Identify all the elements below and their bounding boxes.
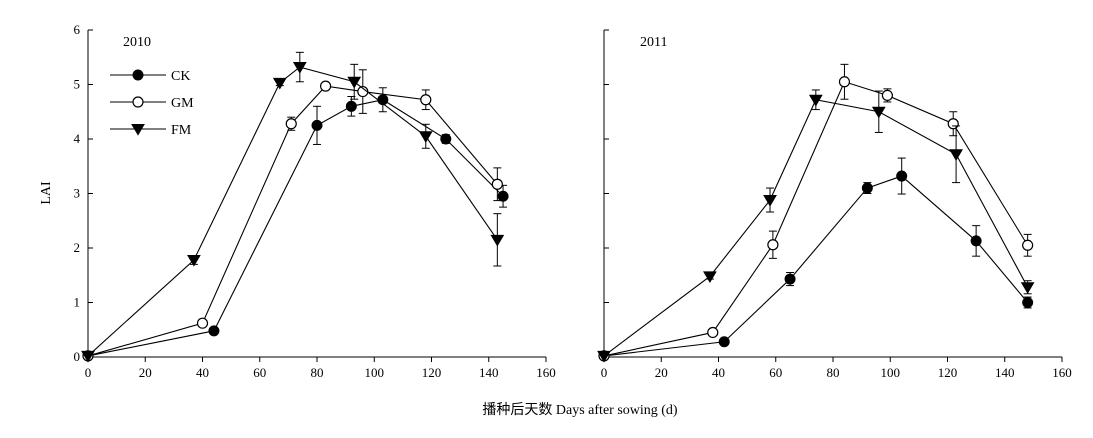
x-tick-label: 40	[196, 365, 209, 380]
x-tick-label: 20	[655, 365, 668, 380]
data-point	[196, 317, 209, 329]
data-point	[703, 271, 717, 284]
data-point	[861, 182, 873, 194]
data-point	[418, 131, 433, 143]
x-tick-label: 40	[712, 365, 725, 380]
x-tick-label: 80	[827, 365, 840, 380]
data-point	[949, 149, 963, 161]
data-point	[285, 118, 297, 130]
x-tick-label: 100	[365, 365, 385, 380]
legend: CK GM FM	[110, 69, 194, 138]
data-point	[311, 119, 323, 131]
data-point	[881, 89, 893, 102]
x-tick-label: 140	[479, 365, 499, 380]
y-tick-label: 2	[74, 240, 81, 255]
data-point	[1022, 297, 1034, 308]
y-tick-label: 1	[74, 295, 81, 310]
data-point	[871, 106, 886, 119]
x-tick-label: 0	[85, 365, 92, 380]
y-tick-label: 3	[74, 186, 81, 201]
y-axis-label: LAI	[39, 181, 54, 205]
data-point	[808, 94, 823, 107]
data-point	[347, 76, 362, 89]
data-point	[1020, 282, 1035, 294]
data-point	[896, 170, 908, 182]
series-fm	[81, 51, 505, 363]
legend-marker	[131, 124, 145, 136]
series-fm	[597, 89, 1035, 363]
series-line	[87, 66, 498, 357]
x-tick-label: 160	[536, 365, 556, 380]
x-tick-label: 20	[139, 365, 152, 380]
data-point	[272, 77, 287, 90]
series-gm	[82, 69, 503, 362]
data-point	[718, 336, 730, 348]
legend-label: GM	[171, 96, 194, 111]
data-point	[767, 239, 779, 251]
y-tick-label: 4	[74, 131, 81, 146]
x-tick-label: 80	[311, 365, 324, 380]
series-line	[603, 99, 1029, 357]
data-point	[81, 350, 95, 363]
x-tick-label: 60	[253, 365, 266, 380]
data-point	[784, 273, 796, 285]
data-point	[491, 178, 503, 190]
data-point	[763, 195, 777, 207]
data-point	[187, 254, 201, 267]
legend-marker	[132, 96, 144, 108]
data-point	[947, 118, 959, 130]
x-tick-label: 140	[995, 365, 1015, 380]
legend-marker	[132, 69, 144, 81]
panel-2011: 0 20 40 60 80 100 120 140 160 2011	[597, 29, 1072, 380]
legend-label: FM	[171, 123, 192, 138]
data-point	[319, 80, 332, 92]
data-point	[838, 76, 851, 88]
legend-label: CK	[171, 69, 190, 84]
x-tick-label: 160	[1052, 365, 1072, 380]
x-tick-label: 120	[422, 365, 442, 380]
data-point	[440, 133, 452, 145]
data-point	[970, 235, 982, 247]
series-line	[603, 81, 1029, 357]
series-gm	[598, 63, 1034, 362]
data-point	[597, 350, 611, 363]
data-point	[707, 326, 719, 339]
data-point	[292, 62, 307, 74]
panel-label: 2011	[640, 35, 667, 50]
y-tick-label: 6	[74, 22, 81, 37]
data-point	[345, 100, 357, 112]
x-tick-label: 60	[769, 365, 782, 380]
y-tick-label: 5	[74, 77, 81, 92]
series-line	[603, 175, 1029, 357]
data-point	[490, 234, 505, 247]
x-axis-label: 播种后天数 Days after sowing (d)	[482, 402, 678, 418]
series-ck	[598, 157, 1034, 362]
data-point	[497, 190, 509, 202]
data-point	[1022, 239, 1034, 251]
x-tick-label: 120	[938, 365, 958, 380]
panel-label: 2010	[123, 35, 151, 50]
data-point	[208, 325, 220, 337]
x-tick-label: 0	[601, 365, 608, 380]
y-tick-label: 0	[74, 349, 81, 364]
x-tick-label: 100	[881, 365, 901, 380]
data-point	[420, 94, 432, 106]
